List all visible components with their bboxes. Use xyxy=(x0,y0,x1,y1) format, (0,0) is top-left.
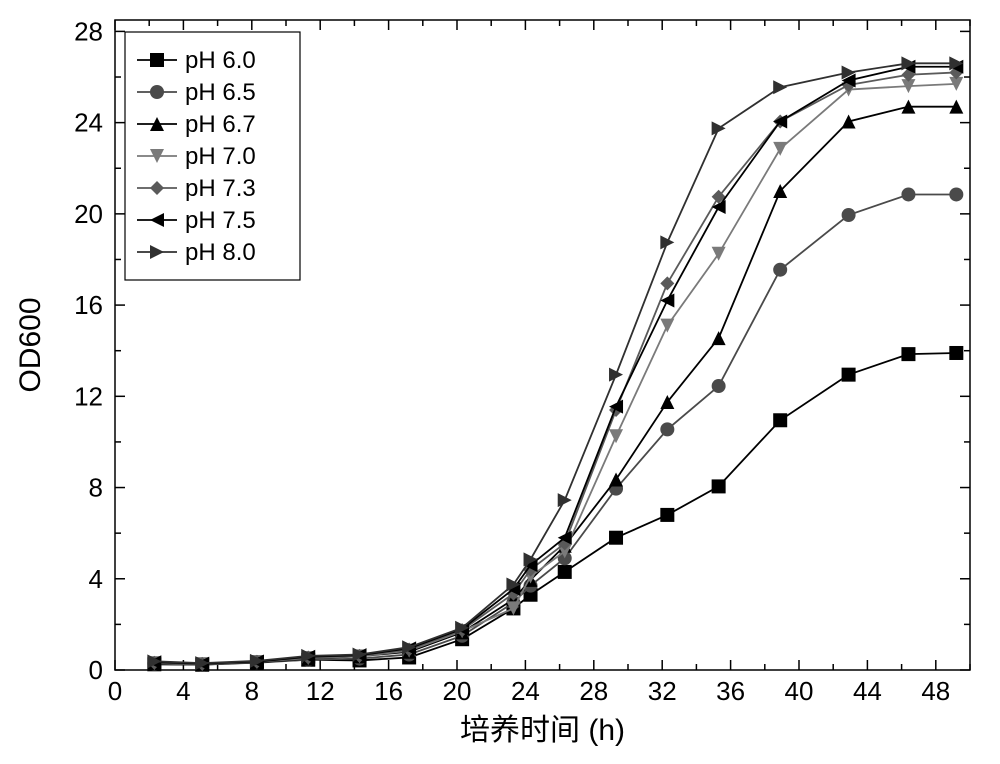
x-tick-label: 12 xyxy=(306,676,335,706)
x-tick-label: 48 xyxy=(921,676,950,706)
y-tick-label: 0 xyxy=(89,655,103,685)
x-tick-label: 16 xyxy=(374,676,403,706)
line-chart: 048121620242832364044480481216202428培养时间… xyxy=(0,0,1000,764)
x-tick-label: 8 xyxy=(245,676,259,706)
legend-label: pH 6.5 xyxy=(185,79,256,106)
x-tick-label: 4 xyxy=(176,676,190,706)
legend: pH 6.0 pH 6.5 pH 6.7 pH 7.0 pH 7.3 pH 7.5 pH 8… xyxy=(125,32,300,280)
x-tick-label: 28 xyxy=(579,676,608,706)
x-axis-title: 培养时间 (h) xyxy=(460,714,625,747)
y-tick-label: 12 xyxy=(74,381,103,411)
legend-label: pH 7.5 xyxy=(185,207,256,234)
x-tick-label: 32 xyxy=(648,676,677,706)
legend-label: pH 6.0 xyxy=(185,47,256,74)
x-tick-label: 40 xyxy=(785,676,814,706)
legend-label: pH 8.0 xyxy=(185,239,256,266)
legend-label: pH 6.7 xyxy=(185,111,256,138)
x-tick-label: 20 xyxy=(443,676,472,706)
y-tick-label: 8 xyxy=(89,473,103,503)
legend-label: pH 7.0 xyxy=(185,143,256,170)
legend-label: pH 7.3 xyxy=(185,175,256,202)
y-tick-label: 16 xyxy=(74,290,103,320)
y-tick-label: 28 xyxy=(74,16,103,46)
y-tick-label: 4 xyxy=(89,564,103,594)
y-axis-title: OD600 xyxy=(14,297,47,392)
x-tick-label: 0 xyxy=(108,676,122,706)
x-tick-label: 36 xyxy=(716,676,745,706)
y-tick-label: 20 xyxy=(74,199,103,229)
y-tick-label: 24 xyxy=(74,108,103,138)
x-tick-label: 44 xyxy=(853,676,882,706)
chart-container: 048121620242832364044480481216202428培养时间… xyxy=(0,0,1000,764)
x-tick-label: 24 xyxy=(511,676,540,706)
